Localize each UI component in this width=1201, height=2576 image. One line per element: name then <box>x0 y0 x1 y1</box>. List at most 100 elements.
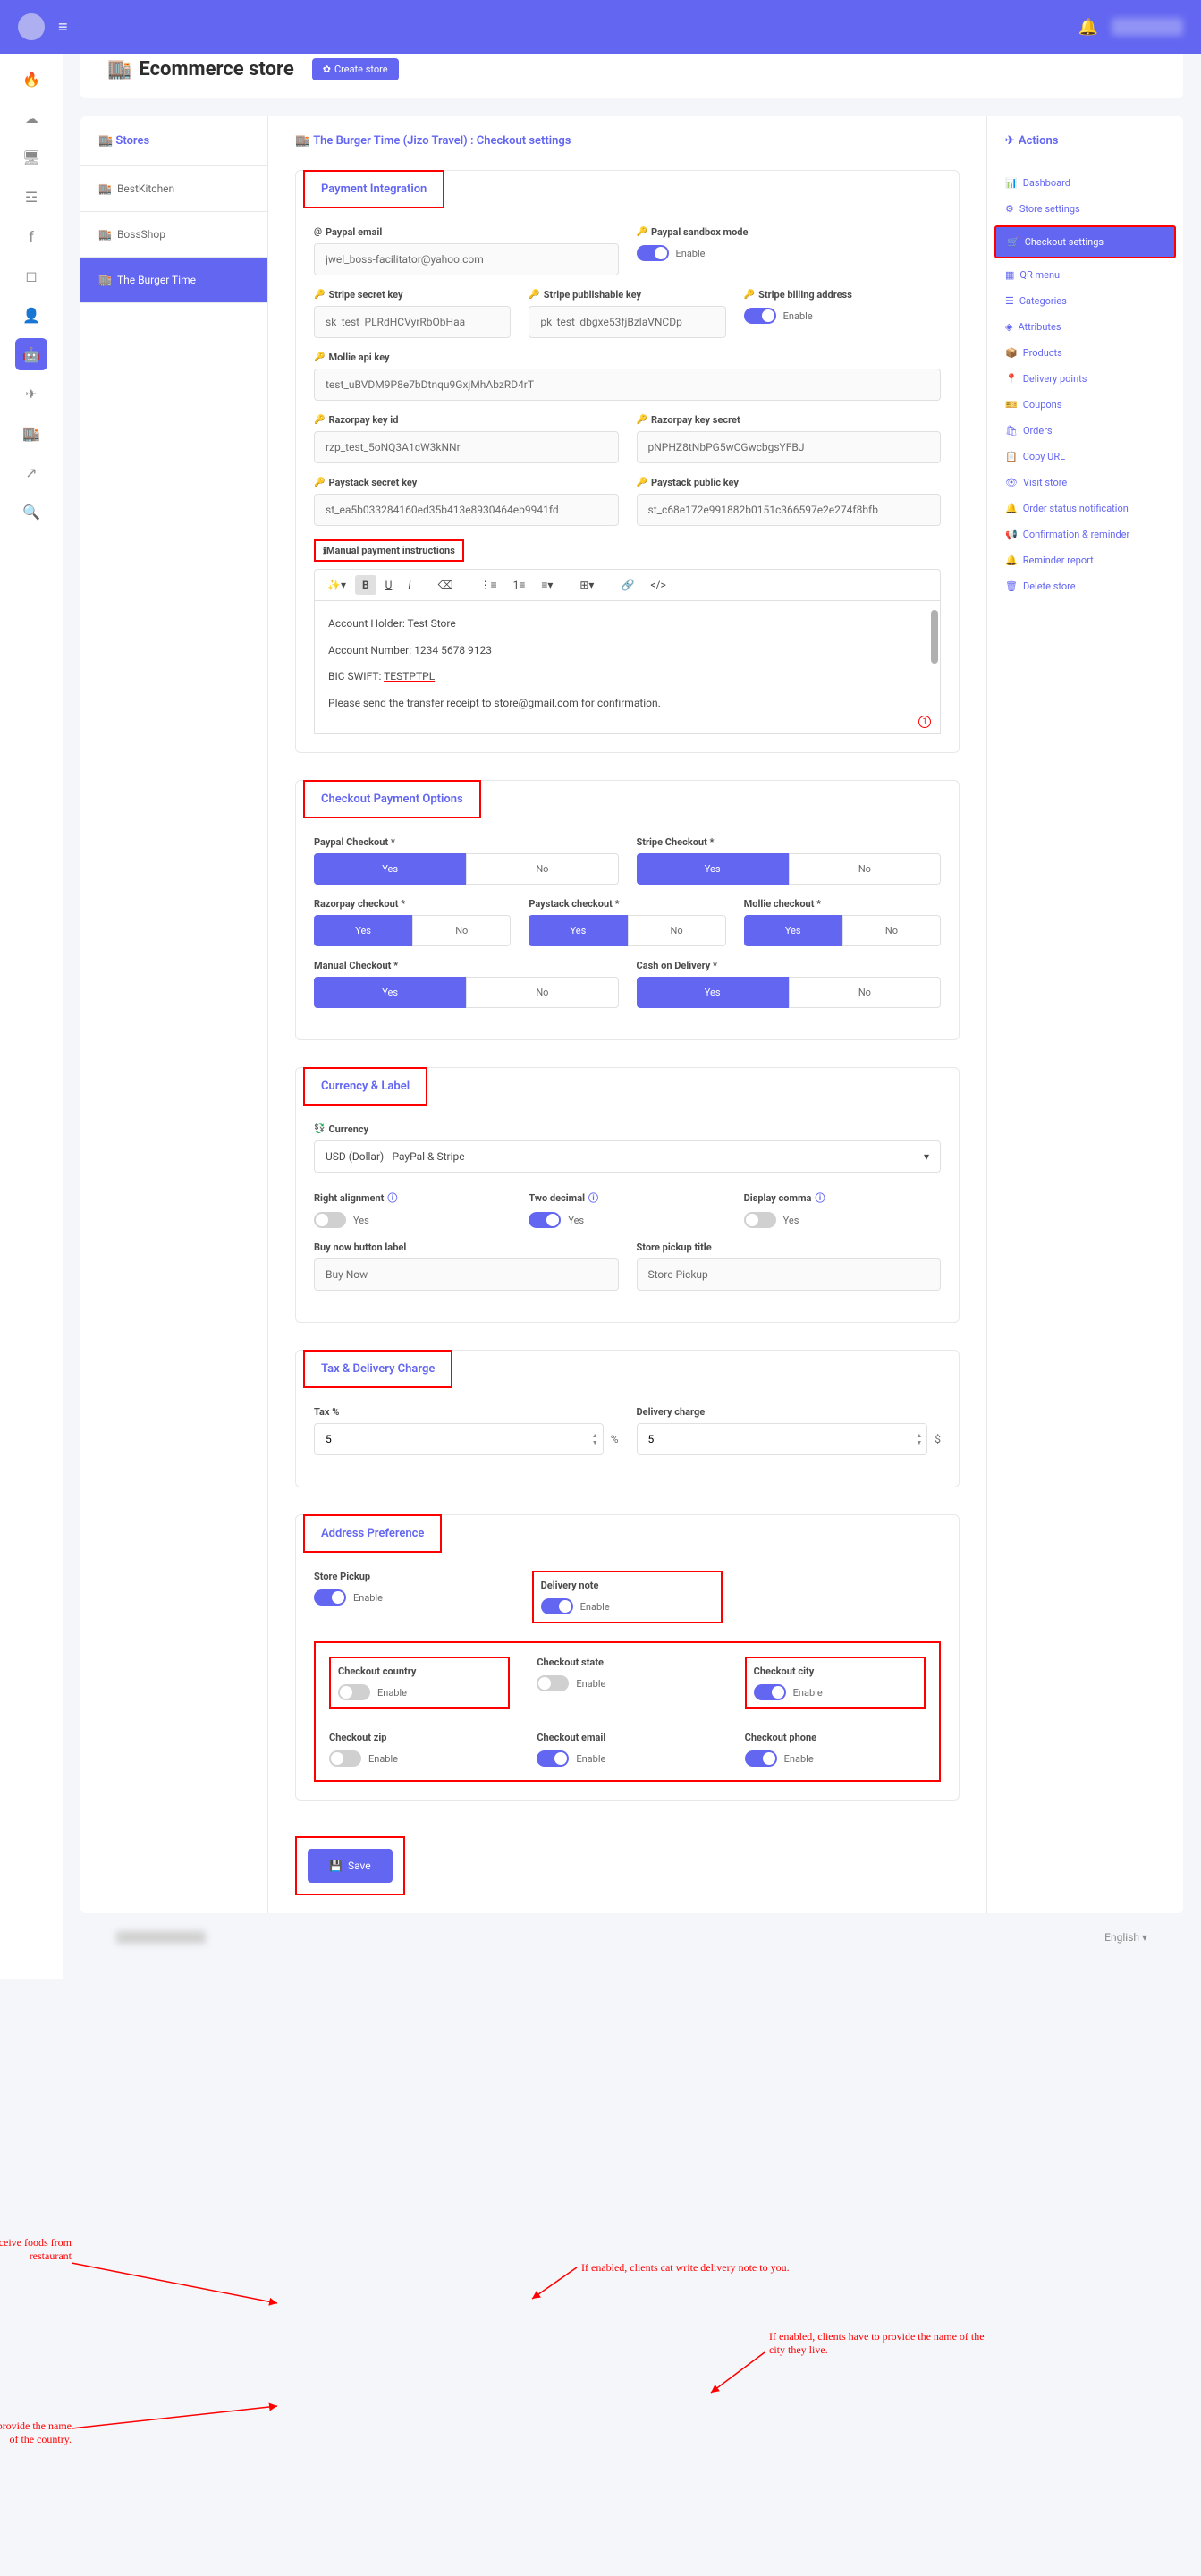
info-icon: ⓘ <box>387 1191 397 1205</box>
display-comma-toggle[interactable] <box>744 1212 776 1228</box>
paypal-email-input[interactable] <box>314 243 619 275</box>
store-item-bossshop[interactable]: 🏬 BossShop <box>80 212 267 258</box>
action-coupons[interactable]: 🎫Coupons <box>1005 392 1165 418</box>
checkout-state-toggle[interactable] <box>537 1675 569 1691</box>
editor-table-button[interactable]: ⊞▾ <box>572 575 601 595</box>
checkout-country-toggle[interactable] <box>338 1684 370 1700</box>
checkout-city-toggle[interactable] <box>754 1684 786 1700</box>
paystack-public-input[interactable] <box>637 494 942 526</box>
nav-share-icon[interactable]: ↗ <box>15 456 47 488</box>
nav-stack-icon[interactable]: ☲ <box>15 181 47 213</box>
cod-no[interactable]: No <box>789 977 941 1008</box>
editor-link-button[interactable]: 🔗 <box>613 575 641 595</box>
mollie-input[interactable] <box>314 369 941 401</box>
save-button[interactable]: 💾 Save <box>308 1849 393 1883</box>
actions-panel: ✈ Actions 📊Dashboard⚙Store settings🛒Chec… <box>986 116 1183 1913</box>
nav-fire-icon[interactable]: 🔥 <box>15 63 47 95</box>
editor-para-button[interactable]: ≡▾ <box>534 575 560 595</box>
action-categories[interactable]: ☰Categories <box>1005 288 1165 314</box>
tax-input[interactable] <box>314 1423 604 1455</box>
razorpay-yes[interactable]: Yes <box>314 915 412 946</box>
nav-instagram-icon[interactable]: ◻ <box>15 259 47 292</box>
editor-magic-icon[interactable]: ✨▾ <box>320 575 353 595</box>
nav-search-icon[interactable]: 🔍 <box>15 496 47 528</box>
razorpay-id-input[interactable] <box>314 431 619 463</box>
scrollbar[interactable] <box>931 610 938 664</box>
sandbox-toggle[interactable] <box>637 245 669 261</box>
paystack-secret-input[interactable] <box>314 494 619 526</box>
action-qr-menu[interactable]: ▦QR menu <box>1005 262 1165 288</box>
editor-italic-button[interactable]: I <box>401 575 418 595</box>
delivery-input[interactable] <box>637 1423 928 1455</box>
action-confirmation-reminder[interactable]: 📢Confirmation & reminder <box>1005 521 1165 547</box>
stripe-secret-input[interactable] <box>314 306 511 338</box>
action-dashboard[interactable]: 📊Dashboard <box>1005 170 1165 196</box>
action-icon: 🔔 <box>1005 503 1018 514</box>
mollie-yes[interactable]: Yes <box>744 915 842 946</box>
nav-store-icon[interactable]: 🏬 <box>15 417 47 449</box>
checkout-zip-toggle[interactable] <box>329 1750 361 1767</box>
bell-icon[interactable]: 🔔 <box>1078 18 1098 37</box>
action-icon: 👁 <box>1005 477 1018 488</box>
section-title-currency: Currency & Label <box>303 1067 427 1106</box>
action-label: Order status notification <box>1023 503 1129 514</box>
language-selector[interactable]: English ▾ <box>1104 1931 1147 1944</box>
manual-yes[interactable]: Yes <box>314 977 466 1008</box>
store-pickup-toggle[interactable] <box>314 1589 346 1606</box>
stripe-no[interactable]: No <box>789 853 941 885</box>
action-label: Coupons <box>1023 399 1062 411</box>
paystack-yes[interactable]: Yes <box>529 915 627 946</box>
action-store-settings[interactable]: ⚙Store settings <box>1005 196 1165 222</box>
editor-content[interactable]: Account Holder: Test Store Account Numbe… <box>314 601 941 734</box>
nav-facebook-icon[interactable]: f <box>15 220 47 252</box>
create-store-button[interactable]: ✿ Create store <box>312 58 399 80</box>
cod-yes[interactable]: Yes <box>637 977 789 1008</box>
nav-cloud-icon[interactable]: ☁ <box>15 102 47 134</box>
checkout-email-toggle[interactable] <box>537 1750 569 1767</box>
action-checkout-settings[interactable]: 🛒Checkout settings <box>994 225 1176 258</box>
stripe-yes[interactable]: Yes <box>637 853 789 885</box>
action-visit-store[interactable]: 👁Visit store <box>1005 470 1165 496</box>
mollie-no[interactable]: No <box>842 915 941 946</box>
stripe-pub-input[interactable] <box>529 306 725 338</box>
action-attributes[interactable]: ◈Attributes <box>1005 314 1165 340</box>
editor-underline-button[interactable]: U <box>378 575 400 595</box>
two-decimal-toggle[interactable] <box>529 1212 561 1228</box>
right-align-toggle[interactable] <box>314 1212 346 1228</box>
action-copy-url[interactable]: 📋Copy URL <box>1005 444 1165 470</box>
action-order-status-notification[interactable]: 🔔 Order status notification <box>1005 496 1165 521</box>
pickup-title-input[interactable] <box>637 1258 942 1291</box>
editor-ol-button[interactable]: 1≡ <box>506 575 533 595</box>
stripe-billing-toggle[interactable] <box>744 308 776 324</box>
checkout-phone-toggle[interactable] <box>745 1750 777 1767</box>
action-products[interactable]: 📦Products <box>1005 340 1165 366</box>
action-delivery-points[interactable]: 📍Delivery points <box>1005 366 1165 392</box>
razorpay-secret-input[interactable] <box>637 431 942 463</box>
nav-send-icon[interactable]: ✈ <box>15 377 47 410</box>
nav-monitor-icon[interactable]: 🖥 <box>15 141 47 174</box>
nav-bot-icon[interactable]: 🤖 <box>15 338 47 370</box>
paypal-yes[interactable]: Yes <box>314 853 466 885</box>
store-item-burgertime[interactable]: 🏬 The Burger Time <box>80 258 267 303</box>
razorpay-no[interactable]: No <box>412 915 511 946</box>
editor-bold-button[interactable]: B <box>355 575 376 595</box>
editor-eraser-button[interactable]: ⌫ <box>431 575 461 595</box>
action-delete-store[interactable]: 🗑Delete store <box>1005 573 1165 599</box>
paystack-no[interactable]: No <box>628 915 726 946</box>
key-icon: 🔑 <box>314 352 325 362</box>
hamburger-icon[interactable]: ≡ <box>58 18 68 37</box>
buy-now-input[interactable] <box>314 1258 619 1291</box>
manual-no[interactable]: No <box>466 977 618 1008</box>
delivery-note-toggle[interactable] <box>541 1598 573 1614</box>
store-item-bestkitchen[interactable]: 🏬 BestKitchen <box>80 166 267 212</box>
user-menu[interactable] <box>1112 18 1183 36</box>
paypal-no[interactable]: No <box>466 853 618 885</box>
nav-user-icon[interactable]: 👤 <box>15 299 47 331</box>
action-reminder-report[interactable]: 🔔Reminder report <box>1005 547 1165 573</box>
editor-ul-button[interactable]: ⋮≡ <box>473 575 504 595</box>
currency-select[interactable]: USD (Dollar) - PayPal & Stripe▾ <box>314 1140 941 1173</box>
action-orders[interactable]: 🛍Orders <box>1005 418 1165 444</box>
annotation-note: If enabled, clients cat write delivery n… <box>581 2261 790 2275</box>
editor-code-button[interactable]: </> <box>643 575 672 595</box>
section-title-tax: Tax & Delivery Charge <box>303 1350 452 1388</box>
